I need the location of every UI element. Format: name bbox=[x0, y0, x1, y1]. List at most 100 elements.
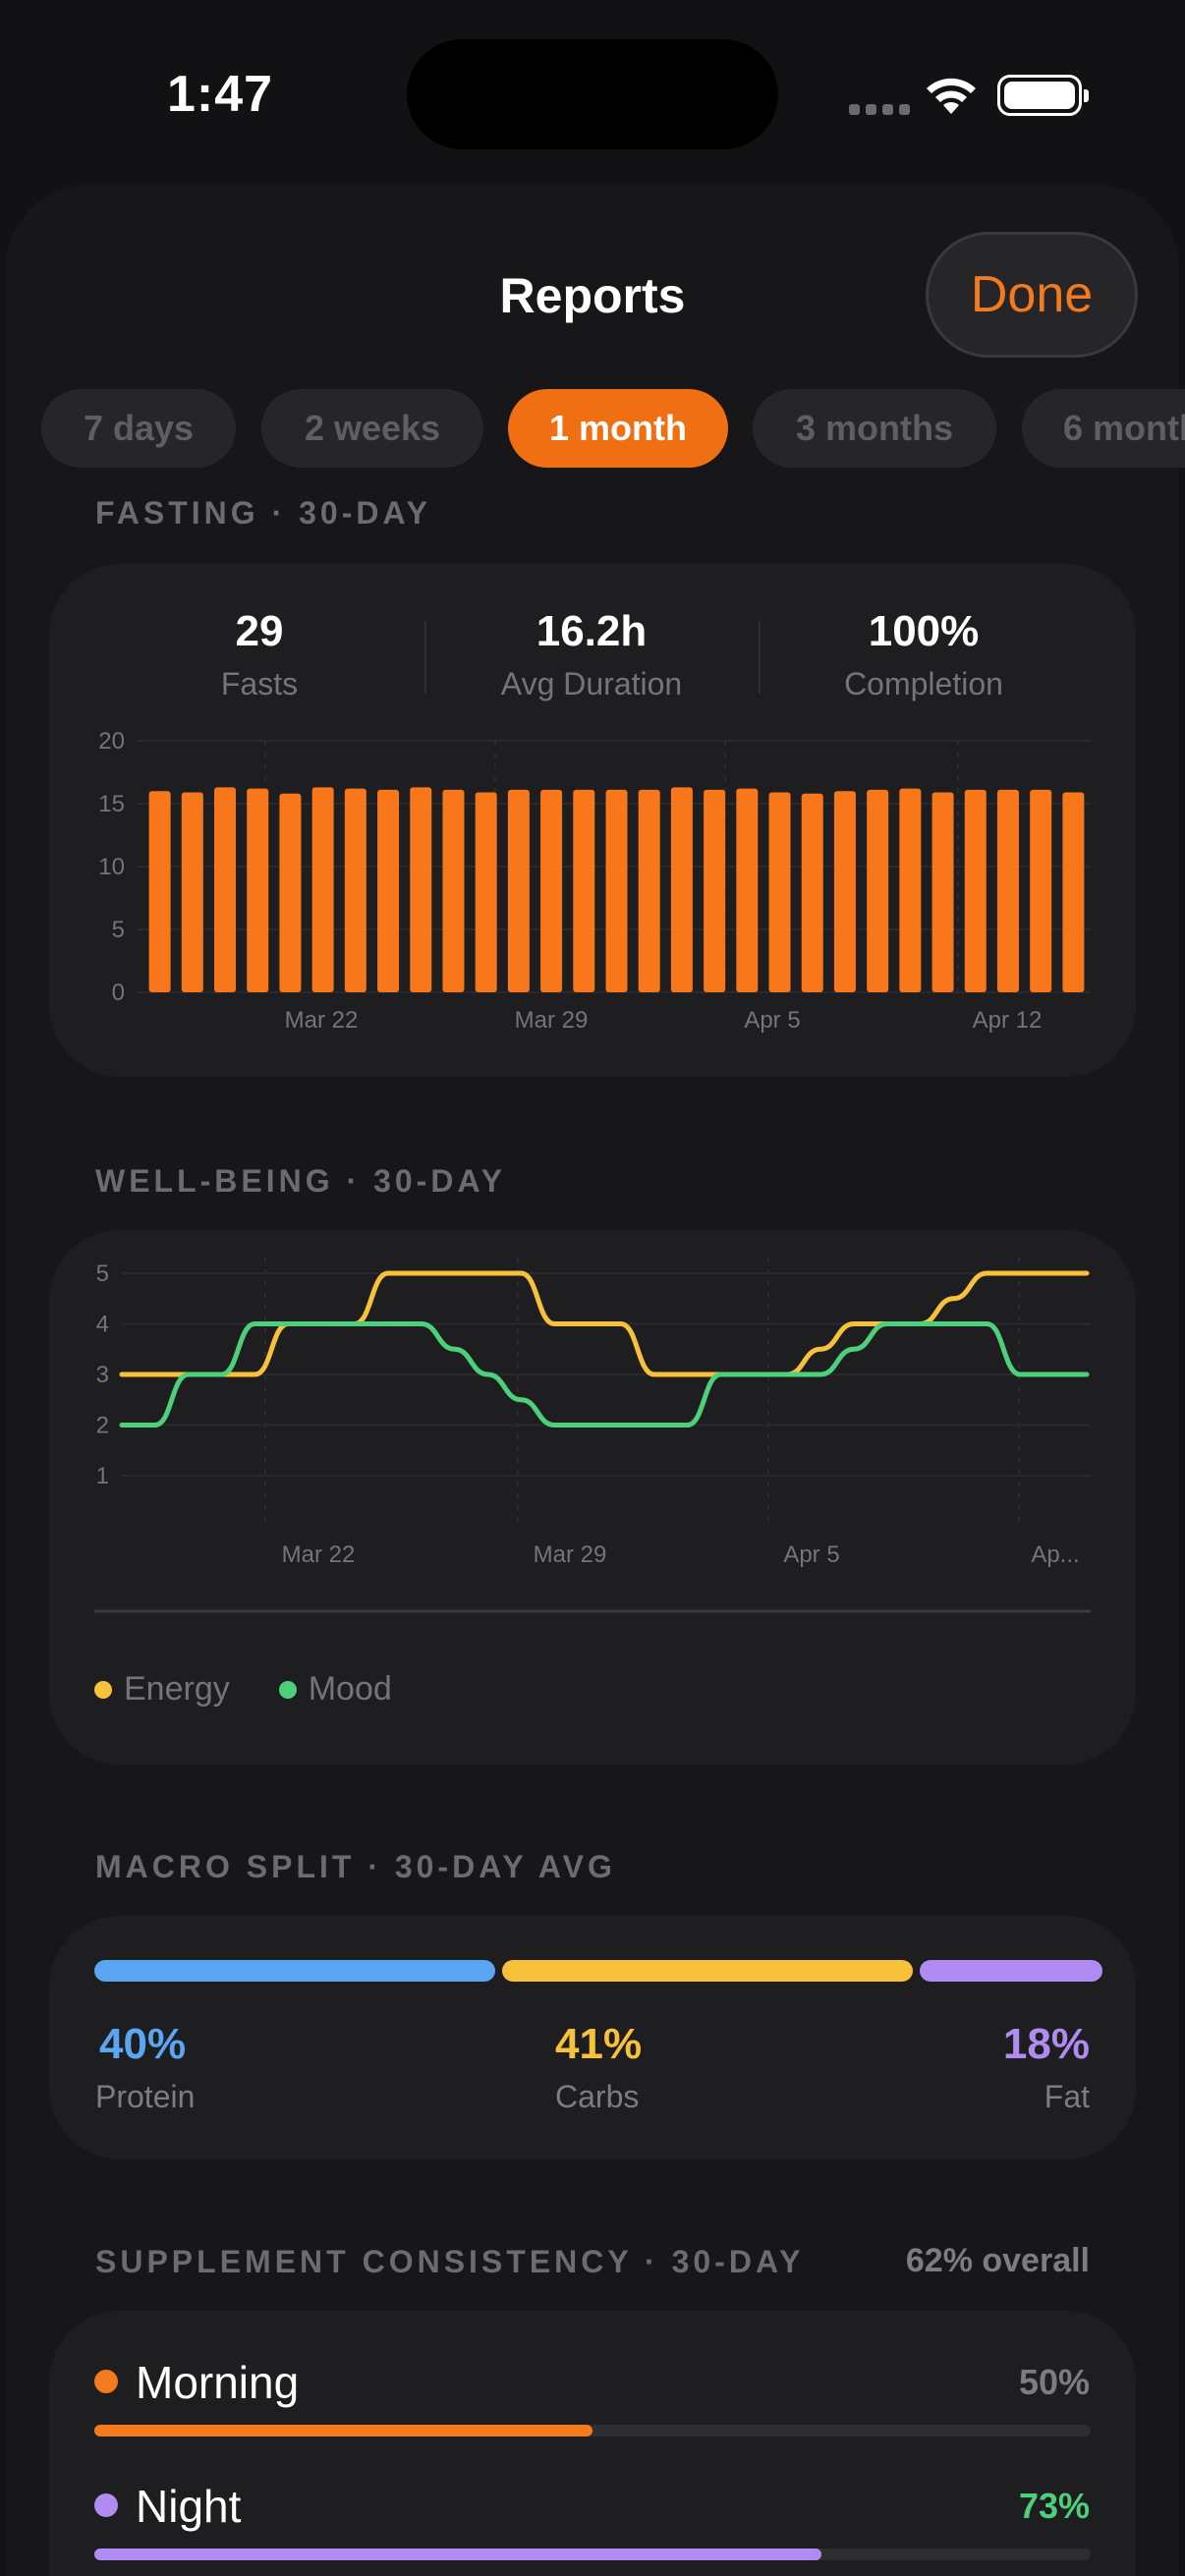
stat-divider bbox=[424, 621, 426, 694]
fasting-bar bbox=[148, 791, 171, 992]
sheet-title: Reports bbox=[499, 268, 686, 323]
fasting-bar bbox=[605, 789, 628, 992]
supplement-overall: 62% overall bbox=[905, 2242, 1090, 2279]
x-tick-label: Ap... bbox=[1031, 1541, 1079, 1568]
fasting-bar bbox=[736, 788, 759, 992]
supplement-card bbox=[49, 2311, 1136, 2576]
y-tick-label: 5 bbox=[112, 917, 125, 943]
macro-carbs-value: 41% bbox=[555, 2020, 643, 2068]
fasting-section-label: FASTING · 30-DAY bbox=[95, 495, 431, 531]
y-tick-label: 5 bbox=[96, 1260, 109, 1287]
x-tick-label: Mar 22 bbox=[285, 1007, 359, 1034]
legend-mood-dot bbox=[278, 1680, 297, 1699]
series-line-mood bbox=[119, 1321, 1090, 1428]
fasting-bar bbox=[801, 793, 823, 992]
done-button[interactable]: Done bbox=[926, 232, 1138, 358]
fasting-bar bbox=[540, 789, 563, 992]
supplement-night-pct: 73% bbox=[1018, 2486, 1090, 2526]
stat-value: 100% bbox=[868, 607, 980, 655]
fasting-bar bbox=[867, 789, 889, 992]
fasting-bar bbox=[507, 789, 530, 992]
stat-value: 29 bbox=[235, 607, 284, 655]
supplement-night-track bbox=[94, 2548, 1091, 2560]
y-tick-label: 1 bbox=[96, 1463, 109, 1489]
macro-card bbox=[49, 1916, 1136, 2159]
y-tick-label: 2 bbox=[96, 1413, 109, 1439]
fasting-bar bbox=[704, 789, 726, 992]
x-tick-label: Apr 12 bbox=[973, 1007, 1043, 1034]
supplement-morning-fill bbox=[94, 2425, 592, 2436]
fasting-bar bbox=[475, 792, 497, 992]
macro-fat-label: Fat bbox=[1044, 2079, 1090, 2114]
tab-1-month[interactable]: 1 month bbox=[508, 389, 728, 468]
wellbeing-section-label: WELL-BEING · 30-DAY bbox=[95, 1163, 506, 1199]
fasting-bar bbox=[899, 788, 922, 992]
stat-avg-duration: 16.2h Avg Duration bbox=[444, 607, 739, 702]
tab-3-months[interactable]: 3 months bbox=[753, 389, 996, 468]
fasting-bar bbox=[311, 787, 334, 992]
wifi-icon bbox=[927, 78, 976, 114]
x-tick-label: Mar 29 bbox=[515, 1007, 589, 1034]
wellbeing-line-chart: 1 2 3 4 5 Mar 22 Mar 29 Apr 5 Ap... bbox=[94, 1258, 1091, 1613]
fasting-bar bbox=[996, 789, 1019, 992]
y-tick-label: 10 bbox=[98, 854, 125, 880]
y-tick-label: 0 bbox=[112, 980, 125, 1006]
x-tick-label: Apr 5 bbox=[744, 1007, 800, 1034]
y-tick-label: 3 bbox=[96, 1362, 109, 1388]
fasting-bar bbox=[638, 789, 660, 992]
macro-bar-fat bbox=[920, 1960, 1102, 1982]
legend-energy-dot bbox=[94, 1680, 112, 1699]
supplement-morning-dot bbox=[94, 2370, 118, 2393]
fasting-bar bbox=[964, 789, 987, 992]
cellular-signal-icon bbox=[849, 104, 910, 115]
stat-label: Fasts bbox=[220, 666, 299, 701]
y-tick-label: 15 bbox=[98, 791, 125, 817]
tab-7-days[interactable]: 7 days bbox=[41, 389, 236, 468]
range-tabs: 7 days 2 weeks 1 month 3 months 6 months bbox=[0, 389, 1185, 468]
legend-label: Mood bbox=[308, 1670, 392, 1708]
tab-6-months[interactable]: 6 months bbox=[1022, 389, 1185, 468]
supplement-morning-track bbox=[94, 2425, 1091, 2436]
tab-2-weeks[interactable]: 2 weeks bbox=[261, 389, 483, 468]
supplement-night-dot bbox=[94, 2493, 118, 2517]
fasting-bar bbox=[344, 788, 367, 992]
macro-bar-protein bbox=[94, 1960, 495, 1982]
legend-label: Energy bbox=[124, 1670, 230, 1708]
fasting-bar bbox=[768, 792, 791, 992]
fasting-bar bbox=[573, 789, 595, 992]
supplement-section-label: SUPPLEMENT CONSISTENCY · 30-DAY bbox=[95, 2244, 805, 2279]
supplement-morning-name: Morning bbox=[136, 2357, 300, 2408]
stat-fasts: 29 Fasts bbox=[112, 607, 407, 702]
macro-section-label: MACRO SPLIT · 30-DAY AVG bbox=[95, 1849, 616, 1884]
legend-mood: Mood bbox=[278, 1670, 392, 1708]
macro-fat-value: 18% bbox=[1002, 2020, 1090, 2068]
fasting-bar bbox=[1030, 789, 1052, 992]
fasting-bar bbox=[247, 788, 269, 992]
fasting-bar bbox=[833, 791, 856, 992]
y-tick-label: 4 bbox=[96, 1312, 109, 1338]
x-tick-label: Apr 5 bbox=[783, 1541, 839, 1568]
fasting-bar bbox=[442, 789, 465, 992]
supplement-morning-pct: 50% bbox=[1018, 2362, 1090, 2402]
legend-energy: Energy bbox=[94, 1670, 230, 1708]
dynamic-island bbox=[407, 39, 778, 149]
fasting-bar-chart: 0 5 10 15 20 Mar 22 Mar 29 Apr 5 Apr 12 bbox=[98, 728, 1091, 1034]
fasting-bar bbox=[410, 787, 432, 992]
fasting-bar bbox=[670, 787, 693, 992]
stat-label: Completion bbox=[844, 666, 1003, 701]
wellbeing-card bbox=[49, 1230, 1136, 1764]
battery-icon bbox=[997, 75, 1089, 116]
fasting-bar bbox=[279, 793, 302, 992]
macro-carbs-label: Carbs bbox=[555, 2079, 640, 2114]
macro-protein-value: 40% bbox=[99, 2020, 187, 2068]
stat-divider bbox=[759, 621, 761, 694]
fasting-bar bbox=[181, 792, 203, 992]
stat-label: Avg Duration bbox=[500, 666, 683, 701]
y-tick-label: 20 bbox=[98, 728, 125, 755]
wellbeing-legend: Energy Mood bbox=[94, 1670, 392, 1708]
x-tick-label: Mar 29 bbox=[534, 1541, 607, 1568]
status-time: 1:47 bbox=[167, 66, 274, 123]
fasting-bar bbox=[931, 792, 954, 992]
fasting-bar bbox=[214, 787, 237, 992]
macro-protein-label: Protein bbox=[95, 2079, 196, 2114]
